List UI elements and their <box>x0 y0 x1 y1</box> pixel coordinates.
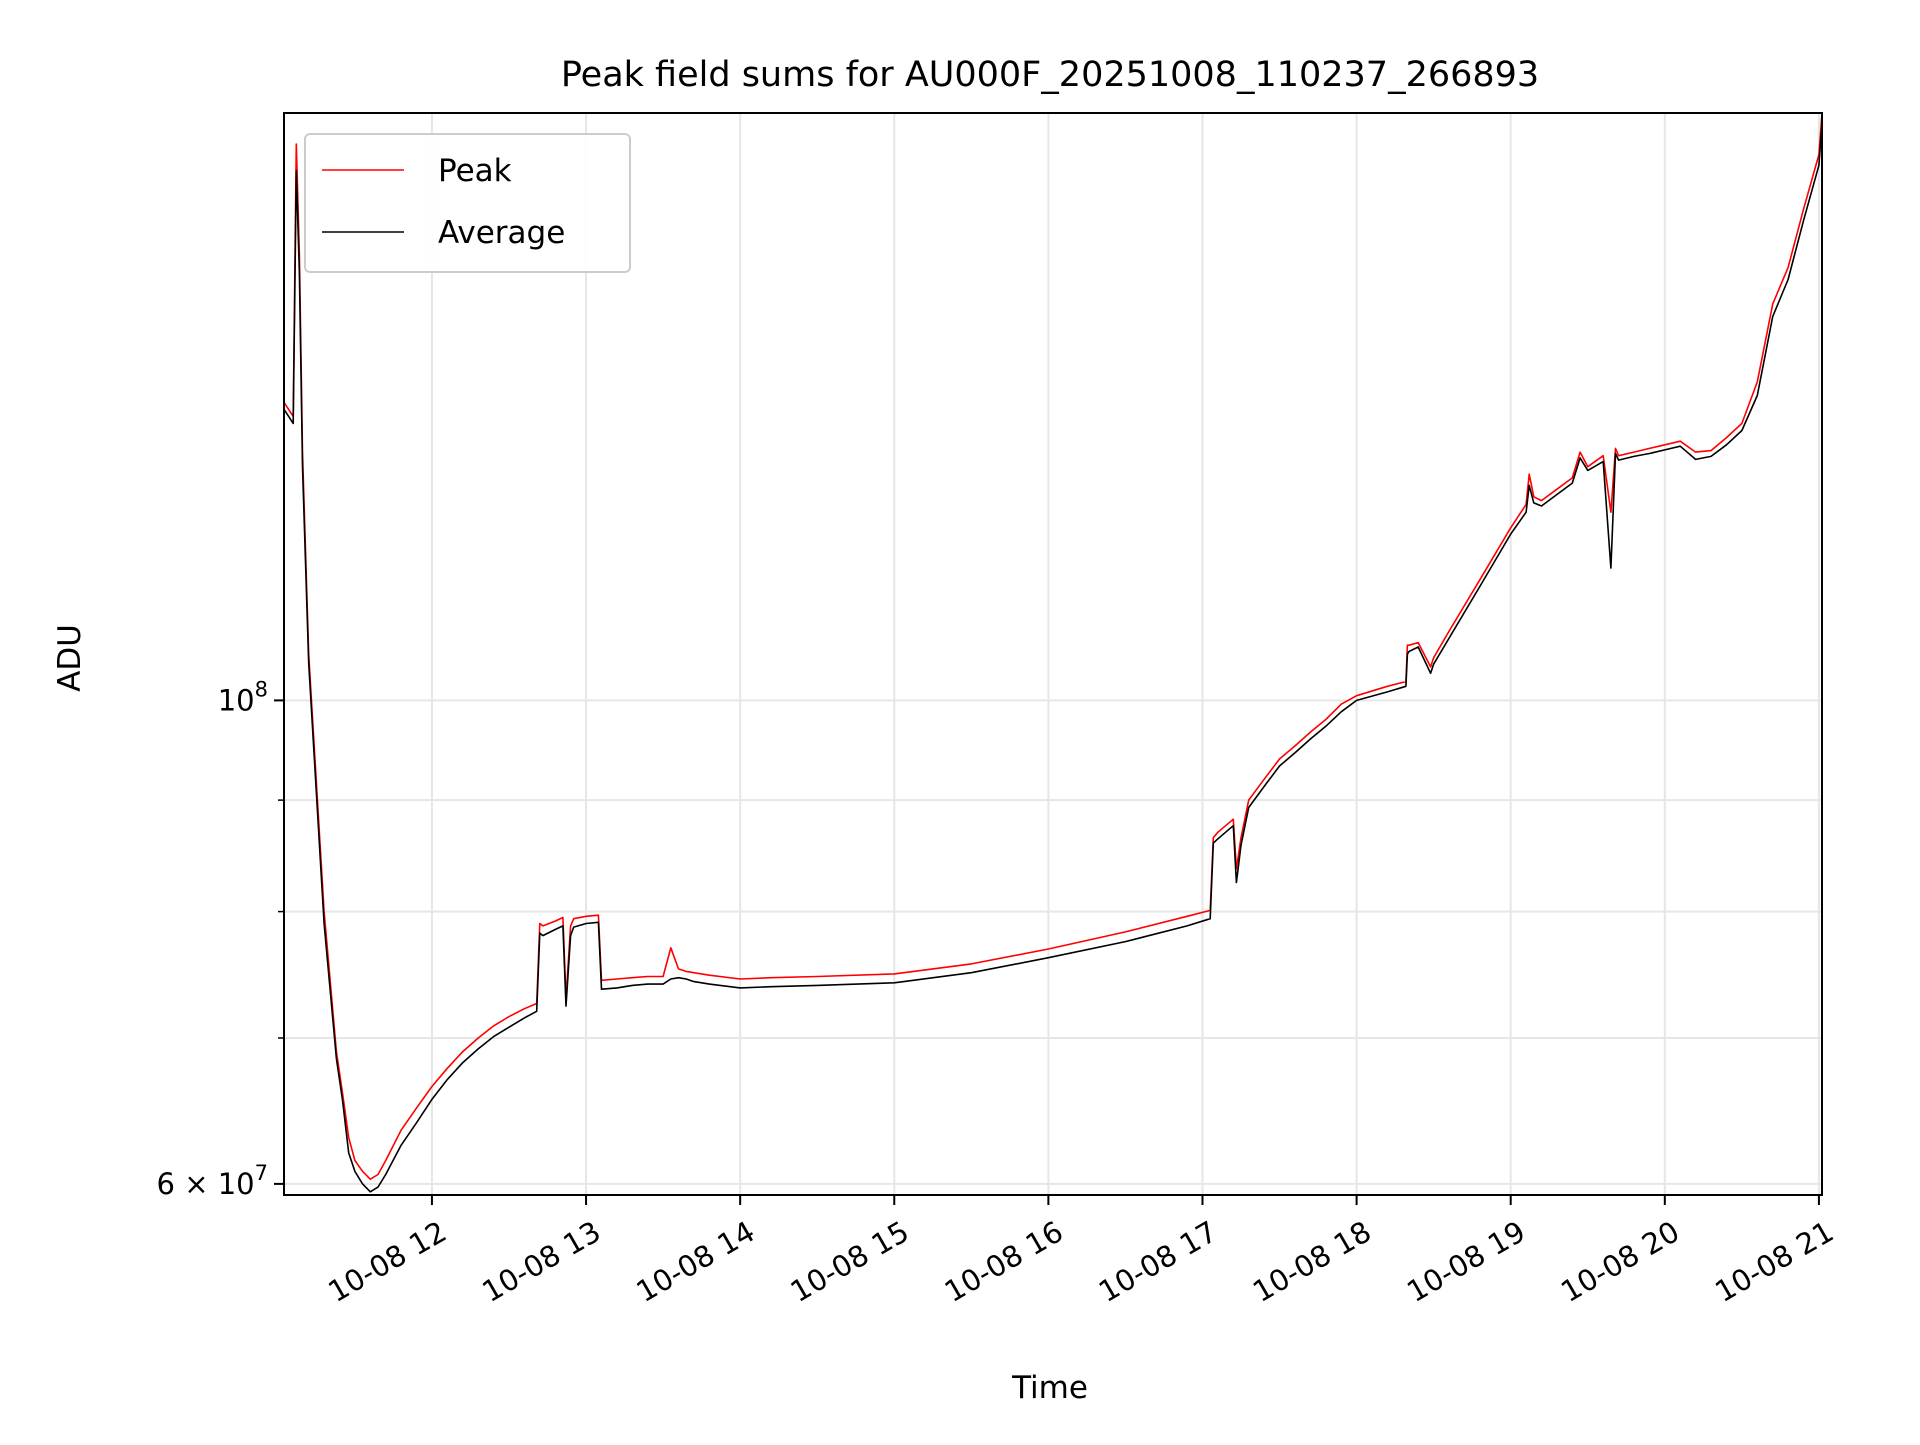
y-tick-label: 6 × 107 <box>157 1161 268 1201</box>
legend-label-average: Average <box>438 215 565 251</box>
x-axis-label: Time <box>1011 1370 1088 1406</box>
legend: Peak Average <box>304 133 631 273</box>
legend-box <box>304 133 631 273</box>
legend-label-peak: Peak <box>438 153 512 189</box>
series-line-average <box>283 123 1823 1193</box>
series-line-peak <box>283 112 1823 1180</box>
x-tick-label: 10-08 16 <box>939 1214 1069 1309</box>
grid <box>284 113 1822 1195</box>
x-tick-label: 10-08 19 <box>1401 1214 1531 1309</box>
plot-frame <box>283 112 1823 1196</box>
chart-title: Peak field sums for AU000F_20251008_1102… <box>561 55 1539 95</box>
x-tick-label: 10-08 21 <box>1709 1214 1839 1309</box>
series-layer <box>283 112 1823 1193</box>
x-tick-label: 10-08 13 <box>476 1214 606 1309</box>
x-tick-label: 10-08 20 <box>1555 1214 1685 1309</box>
x-tick-label: 10-08 15 <box>785 1214 915 1309</box>
y-axis-label: ADU <box>52 624 88 692</box>
x-tick-label: 10-08 14 <box>631 1214 761 1309</box>
y-tick-label: 108 <box>218 677 268 717</box>
x-tick-label: 10-08 12 <box>322 1214 452 1309</box>
x-axis: 10-08 12 10-08 13 10-08 14 10-08 15 10-08 16… <box>322 1195 1839 1309</box>
x-tick-label: 10-08 18 <box>1247 1214 1377 1309</box>
y-axis: 108 6 × 107 <box>157 677 284 1201</box>
x-tick-label: 10-08 17 <box>1093 1214 1223 1309</box>
